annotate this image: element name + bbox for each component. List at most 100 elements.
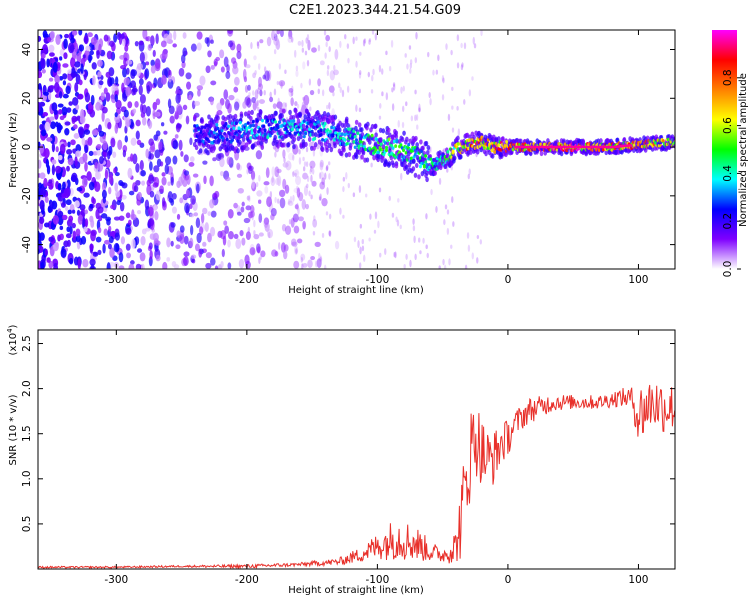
spectrogram-cell bbox=[71, 115, 78, 123]
spectrogram-cell bbox=[381, 128, 386, 134]
spectrogram-cell bbox=[155, 254, 161, 262]
spectrogram-cell bbox=[298, 131, 302, 135]
spectrogram-cell bbox=[268, 231, 271, 239]
spectrogram-cell bbox=[183, 235, 189, 245]
spectrogram-cell bbox=[395, 138, 399, 142]
spectrogram-cell bbox=[303, 185, 309, 197]
spectrogram-cell bbox=[302, 134, 306, 139]
spectrogram-cell bbox=[163, 130, 168, 135]
spectrogram-cell bbox=[192, 173, 199, 178]
spectrogram-cell bbox=[425, 244, 428, 250]
spectrogram-cell bbox=[259, 253, 263, 260]
spectrogram-cell bbox=[225, 133, 229, 139]
spectrogram-cell bbox=[183, 154, 189, 163]
spectrogram-cell bbox=[227, 102, 232, 114]
spectrogram-cell bbox=[74, 155, 78, 167]
spectrogram-cell bbox=[319, 132, 323, 137]
spectrogram-cell bbox=[283, 244, 289, 252]
spectrogram-cell bbox=[249, 115, 253, 122]
spectrogram-cell bbox=[252, 206, 255, 213]
spectrogram-cell bbox=[87, 136, 93, 146]
spectrogram-cell bbox=[199, 226, 204, 235]
spectrogram-cell bbox=[318, 252, 321, 260]
spectrogram-cell bbox=[202, 160, 208, 165]
spectrogram-cell bbox=[71, 209, 76, 214]
spectrogram-cell bbox=[348, 142, 353, 148]
spectrogram-cell bbox=[298, 216, 304, 222]
spectrogram-cell bbox=[361, 245, 365, 252]
spectrogram-cell bbox=[424, 140, 429, 147]
spectrogram-cell bbox=[39, 144, 44, 154]
spectrogram-cell bbox=[307, 39, 311, 51]
spectrogram-cell bbox=[172, 43, 177, 48]
spectrogram-cell bbox=[197, 89, 201, 97]
spectrogram-cell bbox=[80, 108, 85, 120]
spectrogram-cell bbox=[266, 135, 270, 139]
spectrogram-cell bbox=[408, 45, 412, 50]
spectrogram-cell bbox=[98, 80, 104, 86]
spectrogram-cell bbox=[245, 126, 249, 131]
spectrogram-cell bbox=[127, 101, 133, 109]
spectrogram-cell bbox=[38, 35, 42, 42]
spectrogram-cell bbox=[358, 139, 362, 144]
spectrogram-cell bbox=[269, 191, 273, 199]
spectrogram-cell bbox=[441, 94, 445, 101]
spectrogram-cell bbox=[284, 225, 292, 235]
spectrogram-cell bbox=[136, 198, 142, 206]
spectrogram-cell bbox=[273, 36, 280, 46]
spectrogram-cell bbox=[475, 149, 480, 155]
spectrogram-cell bbox=[106, 218, 111, 226]
spectrogram-cell bbox=[401, 105, 405, 112]
spectrogram-cell bbox=[324, 52, 327, 59]
spectrogram-cell bbox=[207, 50, 212, 58]
spectrogram-cell bbox=[285, 129, 289, 134]
spectrogram-cell bbox=[99, 156, 104, 164]
spectrogram-cell bbox=[77, 258, 82, 269]
spectrogram-cell bbox=[190, 224, 194, 236]
spectrogram-cell bbox=[290, 238, 297, 246]
spectrogram-cell bbox=[499, 152, 504, 158]
spectrogram-cell bbox=[42, 112, 49, 117]
spectrogram-cell bbox=[123, 77, 130, 86]
spectrogram-cell bbox=[292, 119, 296, 123]
spectrogram-cell bbox=[385, 148, 389, 153]
spectrogram-cell bbox=[635, 147, 640, 154]
spectrogram-cell bbox=[221, 248, 225, 258]
spectrogram-cell bbox=[405, 253, 408, 260]
spectrogram-cell bbox=[403, 263, 406, 269]
spectrogram-cell bbox=[43, 148, 50, 159]
spectrogram-cell bbox=[238, 259, 245, 269]
spectrogram-cell bbox=[282, 178, 287, 190]
spectrogram-cell bbox=[114, 94, 119, 103]
spectrogram-cell bbox=[385, 145, 389, 150]
x-tick-label: -100 bbox=[365, 574, 389, 586]
spectrogram-cell bbox=[207, 114, 211, 120]
spectrogram-cell bbox=[114, 232, 120, 241]
spectrogram-cell bbox=[318, 196, 322, 201]
spectrogram-cell bbox=[154, 149, 161, 159]
spectrogram-cell bbox=[368, 39, 371, 45]
x-tick-label: 100 bbox=[628, 274, 648, 286]
spectrogram-cell bbox=[170, 240, 174, 247]
spectrogram-cell bbox=[137, 191, 142, 201]
spectrogram-cell bbox=[256, 246, 261, 254]
spectrogram-cell bbox=[476, 130, 481, 137]
spectrogram-cell bbox=[67, 209, 72, 215]
spectrogram-cell bbox=[237, 187, 244, 194]
spectrogram-cell bbox=[138, 78, 144, 86]
spectrogram-cell bbox=[311, 168, 315, 175]
spectrogram-cell bbox=[363, 254, 366, 263]
spectrogram-cell bbox=[88, 150, 94, 157]
spectrogram-cell bbox=[138, 40, 144, 46]
spectrogram-cell bbox=[113, 33, 118, 43]
spectrogram-cell bbox=[390, 39, 394, 48]
spectrogram-cell bbox=[108, 236, 114, 244]
spectrogram-cell bbox=[368, 237, 371, 242]
spectrogram-cell bbox=[183, 170, 190, 176]
spectrogram-cell bbox=[424, 154, 428, 158]
spectrogram-cell bbox=[370, 162, 373, 168]
spectrogram-cell bbox=[138, 84, 143, 96]
spectrogram-cell bbox=[329, 147, 334, 153]
spectrogram-cell bbox=[270, 213, 275, 221]
spectrogram-cell bbox=[345, 141, 349, 146]
